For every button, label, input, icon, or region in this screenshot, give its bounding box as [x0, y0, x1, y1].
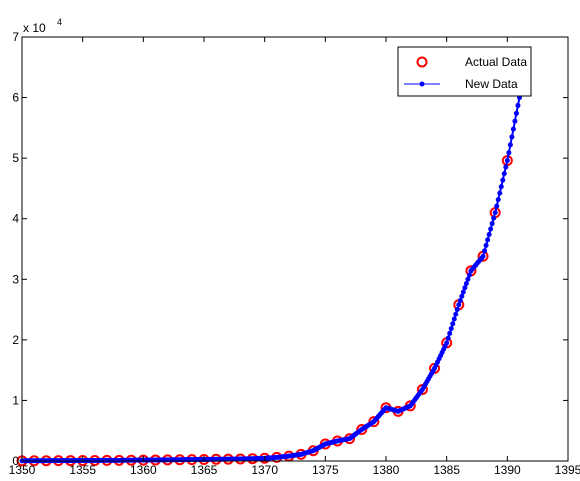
- new-data-point: [509, 134, 515, 140]
- new-data-point: [451, 316, 457, 322]
- new-data-point: [495, 197, 501, 203]
- legend-marker-new-data: [419, 81, 425, 87]
- new-data-point: [450, 321, 456, 327]
- x-tick-label: 1375: [312, 463, 339, 477]
- legend-label-actual-data: Actual Data: [465, 55, 527, 69]
- x-tick-label: 1370: [251, 463, 278, 477]
- x-tick-label: 1390: [494, 463, 521, 477]
- new-data-point: [460, 289, 466, 295]
- new-data-point: [445, 335, 451, 341]
- new-data-point: [466, 272, 472, 278]
- new-data-point: [456, 302, 462, 308]
- new-data-point: [494, 203, 500, 209]
- y-tick-label: 1: [12, 393, 19, 407]
- new-data-point: [483, 242, 489, 248]
- new-data-point: [453, 311, 459, 317]
- x-tick-label: 1395: [555, 463, 580, 477]
- new-data-point: [465, 276, 471, 282]
- legend-box: [397, 46, 532, 97]
- new-data-point: [497, 190, 503, 196]
- new-data-point: [498, 184, 504, 190]
- y-tick-label: 4: [12, 212, 19, 226]
- new-data-point: [454, 306, 460, 312]
- ticks-layer: 1350 1355 1360 1365 1370 1375 1380 1385 1390 1395…: [9, 30, 580, 477]
- new-data-point: [510, 126, 516, 132]
- new-data-point: [448, 326, 454, 332]
- new-data-point: [457, 297, 463, 303]
- x-tick-label: 1350: [9, 463, 36, 477]
- new-data-point: [485, 237, 491, 243]
- legend-label-new-data: New Data: [465, 77, 518, 91]
- new-data-point: [492, 210, 498, 216]
- new-data-point: [500, 177, 506, 183]
- new-data-point: [507, 142, 513, 148]
- y-exponent-base: x 10: [23, 21, 46, 35]
- new-data-point: [513, 110, 519, 116]
- new-data-point: [504, 158, 510, 164]
- y-exponent-label: x 10 4: [23, 17, 62, 35]
- new-data-point: [489, 221, 495, 227]
- new-data-point: [488, 226, 494, 232]
- new-data-point: [462, 285, 468, 291]
- y-tick-label: 3: [12, 272, 19, 286]
- new-data-point: [503, 164, 509, 170]
- new-data-point: [463, 281, 469, 287]
- new-data-point: [482, 248, 488, 254]
- new-data-point: [459, 293, 465, 299]
- new-data-point: [512, 118, 518, 124]
- y-tick-label: 7: [12, 30, 19, 44]
- new-data-point: [444, 340, 450, 346]
- new-data-point: [506, 150, 512, 156]
- legend: Actual Data New Data: [397, 46, 532, 97]
- y-tick-label: 2: [12, 333, 19, 347]
- legend-marker-actual-data: [416, 56, 428, 68]
- x-tick-label: 1355: [69, 463, 96, 477]
- x-tick-label: 1360: [130, 463, 157, 477]
- new-data-point: [447, 330, 453, 336]
- y-tick-label: 6: [12, 91, 19, 105]
- axes-frame: [21, 36, 569, 462]
- new-data-point: [486, 231, 492, 237]
- x-tick-label: 1365: [191, 463, 218, 477]
- x-tick-label: 1385: [433, 463, 460, 477]
- y-tick-label: 0: [12, 454, 19, 468]
- y-exponent-power: 4: [57, 17, 62, 27]
- x-tick-label: 1380: [373, 463, 400, 477]
- y-tick-label: 5: [12, 151, 19, 165]
- new-data-point: [501, 171, 507, 177]
- new-data-point: [480, 253, 486, 259]
- new-data-point: [491, 215, 497, 221]
- new-data-point: [515, 102, 521, 108]
